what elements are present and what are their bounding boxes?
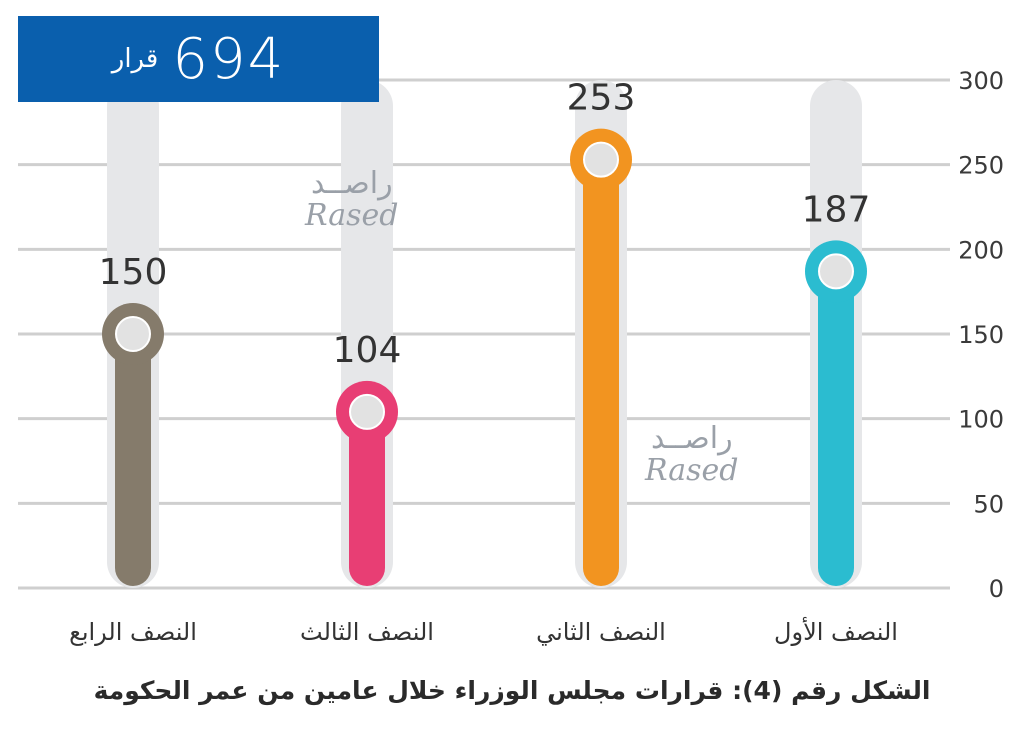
total-unit: قرار xyxy=(111,44,159,74)
bar xyxy=(349,411,385,586)
data-label: 150 xyxy=(99,252,168,293)
data-label: 253 xyxy=(567,78,636,119)
x-category-label: النصف الرابع xyxy=(69,618,197,646)
watermark-arabic: راصــد xyxy=(650,421,733,456)
x-category-label: النصف الثالث xyxy=(300,618,434,646)
x-category-label: النصف الأول xyxy=(774,617,898,646)
figure-caption: الشكل رقم (4): قرارات مجلس الوزراء خلال … xyxy=(93,676,931,705)
y-tick-label: 250 xyxy=(958,152,1004,180)
total-value: 694 xyxy=(172,26,286,92)
y-tick-label: 0 xyxy=(989,575,1004,603)
watermark-latin: Rased xyxy=(305,197,399,233)
watermark-rased: راصــد Rased xyxy=(645,423,739,486)
data-label: 187 xyxy=(802,189,871,230)
bar xyxy=(583,159,619,586)
bar xyxy=(818,271,854,586)
x-category-label: النصف الثاني xyxy=(536,618,666,646)
bar-knob xyxy=(583,141,619,178)
total-box: قرار 694 xyxy=(18,16,379,102)
y-tick-label: 50 xyxy=(973,490,1004,518)
bar xyxy=(115,334,151,586)
bar-knob xyxy=(818,253,854,290)
bar-knob xyxy=(115,316,151,352)
y-tick-label: 100 xyxy=(958,406,1004,434)
y-tick-label: 300 xyxy=(958,67,1004,95)
data-label: 104 xyxy=(333,330,402,371)
watermark-arabic: راصــد xyxy=(310,166,393,201)
watermark-latin: Rased xyxy=(645,452,739,488)
watermark-rased: راصــد Rased xyxy=(305,168,399,231)
y-tick-label: 150 xyxy=(958,321,1004,349)
y-tick-label: 200 xyxy=(958,236,1004,264)
bar-knob xyxy=(349,393,385,430)
